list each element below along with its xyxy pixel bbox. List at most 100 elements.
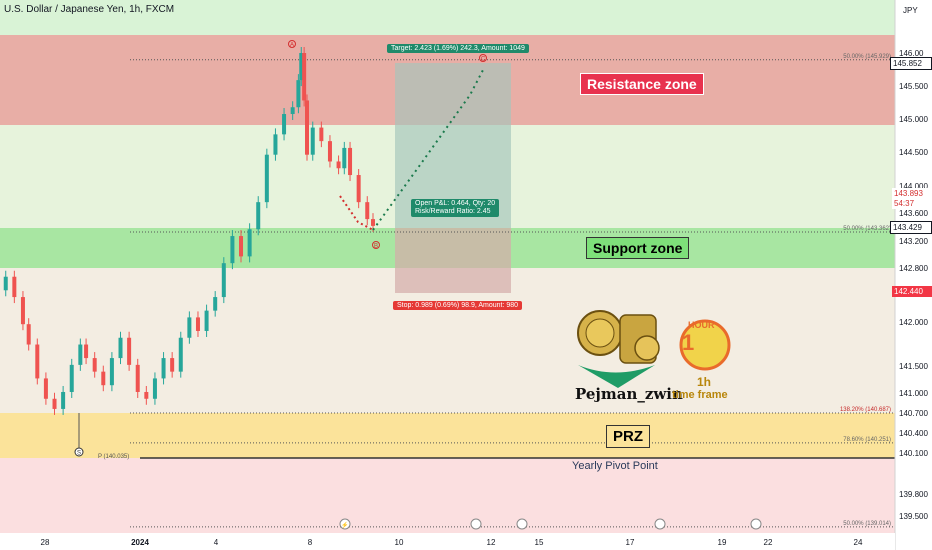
pivot-level-label: P (140.035) [98,454,130,460]
time-axis-bg [0,533,895,550]
point-s-marker [74,447,84,457]
price-tick: 143.200 [899,237,928,246]
time-tick: 2024 [131,538,149,547]
price-tick: 144.500 [899,148,928,157]
candle [213,297,218,311]
hour-one: 1 [682,330,695,355]
candle [3,276,8,291]
prz-band [0,413,895,458]
time-axis[interactable]: 28 2024 4 8 10 12 15 17 19 22 24 [41,538,863,547]
point-s-label: S [77,451,81,457]
price-tag-high: 145.852 [890,57,932,70]
flag-icon[interactable] [470,518,482,530]
candle [69,364,74,392]
candle [342,147,347,169]
candle [144,391,149,399]
candle [256,202,261,230]
price-tick: 140.700 [899,409,928,418]
candle [204,310,209,331]
candle [35,344,40,379]
price-tick: 139.200 [899,0,928,2]
candle [336,161,341,169]
candle [327,141,332,162]
prz-label[interactable]: PRZ [606,425,650,448]
candle [247,229,252,257]
flag-icon[interactable] [750,518,762,530]
candle [161,358,166,379]
flag-icon[interactable] [516,518,528,530]
position-stop-area[interactable] [395,228,511,293]
price-tick: 139.800 [899,490,928,499]
candle [299,53,304,81]
support-zone-label[interactable]: Support zone [586,237,690,259]
projection-up [372,69,484,231]
level-label: 50.00% (139.014) [843,521,891,527]
point-c-label: C [481,57,486,63]
time-tick: 15 [535,538,544,547]
level-label: 138.20% (140.687) [840,407,891,413]
candle [84,344,89,359]
lightning-glyph: ⚡ [341,521,348,529]
price-tick: 142.800 [899,264,928,273]
candle [187,317,192,338]
candle [118,337,123,359]
price-axis[interactable]: 146.00 145.500 145.000 144.500 144.000 143.60… [899,0,928,521]
time-tick: 28 [41,538,50,547]
open-pnl-text: Open P&L: 0.464, Qty: 20 [415,200,496,207]
time-tick: 19 [718,538,727,547]
point-a-marker [288,40,296,48]
top-green-band [0,0,895,35]
tf-label: 1h [697,375,712,389]
price-tick: 139.500 [899,512,928,521]
time-tick: 10 [395,538,404,547]
candle [230,236,235,264]
candle [195,317,200,331]
price-tag-current: 143.893 [892,188,932,199]
candle [170,358,175,372]
level-label: 50.00% (143.362) [843,226,891,232]
price-axis-bg [895,0,932,550]
point-b-label: B [374,244,378,250]
price-tag-stop: 142.440 [892,286,932,297]
candle [127,337,132,365]
candle [12,276,17,298]
candle [178,337,183,372]
candle [356,175,361,203]
time-tick: 12 [487,538,496,547]
price-tag-support: 143.429 [890,221,932,234]
candle [273,134,278,155]
candle [43,378,48,399]
price-tick: 144.000 [899,182,928,191]
flag-icon[interactable] [654,518,666,530]
candle [135,364,140,392]
candle [319,127,324,142]
pivot-caption: Yearly Pivot Point [572,460,658,472]
candle [152,378,157,399]
candle [264,154,269,203]
candle [20,297,25,325]
candle [371,219,375,226]
candle [239,236,244,257]
candle [310,127,315,155]
candle [290,107,295,115]
level-label: 78.60% (140.251) [843,437,891,443]
candle [302,53,307,101]
candle [296,80,301,108]
candle [109,358,114,386]
lightning-icon[interactable] [339,518,351,530]
target-pill[interactable]: Target: 2.423 (1.69%) 242.3, Amount: 104… [387,44,529,53]
time-tick: 17 [626,538,635,547]
coin-small-icon [634,335,660,361]
open-pnl-pill[interactable]: Open P&L: 0.464, Qty: 20 Risk/Reward Rat… [411,199,500,217]
price-tick: 141.500 [899,362,928,371]
time-tick: 22 [764,538,773,547]
price-tick: 140.400 [899,429,928,438]
event-icons[interactable]: ⚡ [339,518,762,530]
candle [52,398,57,409]
resistance-zone-label[interactable]: Resistance zone [580,73,704,95]
price-tick: 143.600 [899,209,928,218]
brand-logo [577,310,731,388]
stop-pill[interactable]: Stop: 0.989 (0.69%) 98.9, Amount: 980 [393,301,523,310]
candle [78,344,83,365]
